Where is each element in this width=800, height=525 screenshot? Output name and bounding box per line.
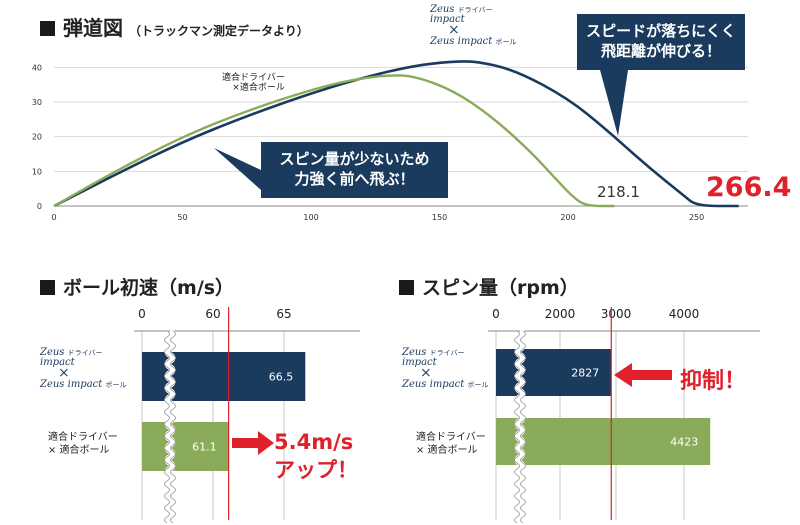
callout-spin: スピン量が少ないため 力強く前へ飛ぶ！ — [261, 142, 448, 198]
speed-green-label: 適合ドライバー × 適合ボール — [48, 432, 118, 456]
spin-logo: Zeus ドライバー impact × Zeus impact ボール — [402, 347, 489, 390]
spin-title: スピン量（rpm） — [399, 273, 579, 300]
spin-chart: 0 2000 3000 4000 2827 4423 — [488, 307, 760, 525]
square-bullet-icon — [40, 21, 55, 36]
tick-label: 4000 — [669, 307, 700, 321]
trajectory-line-navy — [53, 60, 739, 208]
y-tick-label: 10 — [32, 167, 42, 176]
x-tick-label: 0 — [51, 213, 56, 222]
tick-label: 0 — [138, 307, 146, 321]
result-green: 218.1 — [597, 183, 640, 201]
x-tick-label: 50 — [177, 213, 187, 222]
y-tick-label: 20 — [32, 133, 42, 142]
trajectory-green-label: 適合ドライバー ×適合ボール — [222, 73, 285, 93]
trajectory-ticks: 0 10 20 30 40 0 50 100 150 200 250 — [32, 63, 704, 222]
square-bullet-icon — [40, 280, 55, 295]
axis-break-edge — [520, 330, 526, 524]
bar-green — [142, 422, 229, 471]
spin-green-label: 適合ドライバー × 適合ボール — [416, 432, 486, 456]
bar-value-label: 2827 — [571, 367, 599, 380]
axis-break — [164, 328, 176, 525]
x-tick-label: 250 — [689, 213, 704, 222]
callout-pointer-right — [600, 70, 628, 136]
speed-logo: Zeus ドライバー impact × Zeus impact ボール — [40, 347, 127, 390]
axis-break-edge — [170, 330, 176, 524]
tick-label: 3000 — [601, 307, 632, 321]
tick-label: 2000 — [545, 307, 576, 321]
callout-distance: スピードが落ちにくく 飛距離が伸びる！ — [577, 14, 745, 70]
axis-break-edge — [514, 330, 520, 524]
trajectory-title: 弾道図 （トラックマン測定データより） — [40, 12, 309, 41]
speed-up-arrow-icon — [232, 431, 274, 455]
y-tick-label: 30 — [32, 98, 42, 107]
result-navy: 266.4 — [706, 172, 792, 203]
tick-label: 65 — [276, 307, 291, 321]
axis-break — [514, 328, 526, 525]
trajectory-line-green — [53, 74, 615, 208]
x-tick-label: 150 — [432, 213, 447, 222]
tick-label: 60 — [205, 307, 220, 321]
x-tick-label: 100 — [303, 213, 318, 222]
bar-value-label: 61.1 — [192, 441, 217, 454]
trajectory-subtitle: （トラックマン測定データより） — [129, 24, 309, 38]
callout-pointers — [214, 70, 628, 190]
trajectory-logo: Zeus ドライバー impact × Zeus impact ボール — [430, 4, 517, 47]
speed-title: ボール初速（m/s） — [40, 273, 234, 300]
axis-break-edge — [164, 330, 170, 524]
speed-up-text: 5.4m/s アップ！ — [274, 430, 358, 482]
bar-value-label: 66.5 — [269, 371, 294, 384]
spin-suppress-text: 抑制！ — [680, 369, 747, 394]
bar-green — [496, 418, 711, 465]
speed-chart: 0 60 65 66.5 61.1 — [134, 307, 360, 525]
trajectory-lines — [53, 60, 739, 208]
callout-pointer-left — [214, 148, 261, 190]
spin-suppress-arrow-icon — [614, 363, 672, 387]
square-bullet-icon — [399, 280, 414, 295]
y-tick-label: 40 — [32, 63, 42, 72]
bar-value-label: 4423 — [670, 436, 698, 449]
x-tick-label: 200 — [560, 213, 575, 222]
y-tick-label: 0 — [37, 202, 42, 211]
tick-label: 0 — [492, 307, 500, 321]
